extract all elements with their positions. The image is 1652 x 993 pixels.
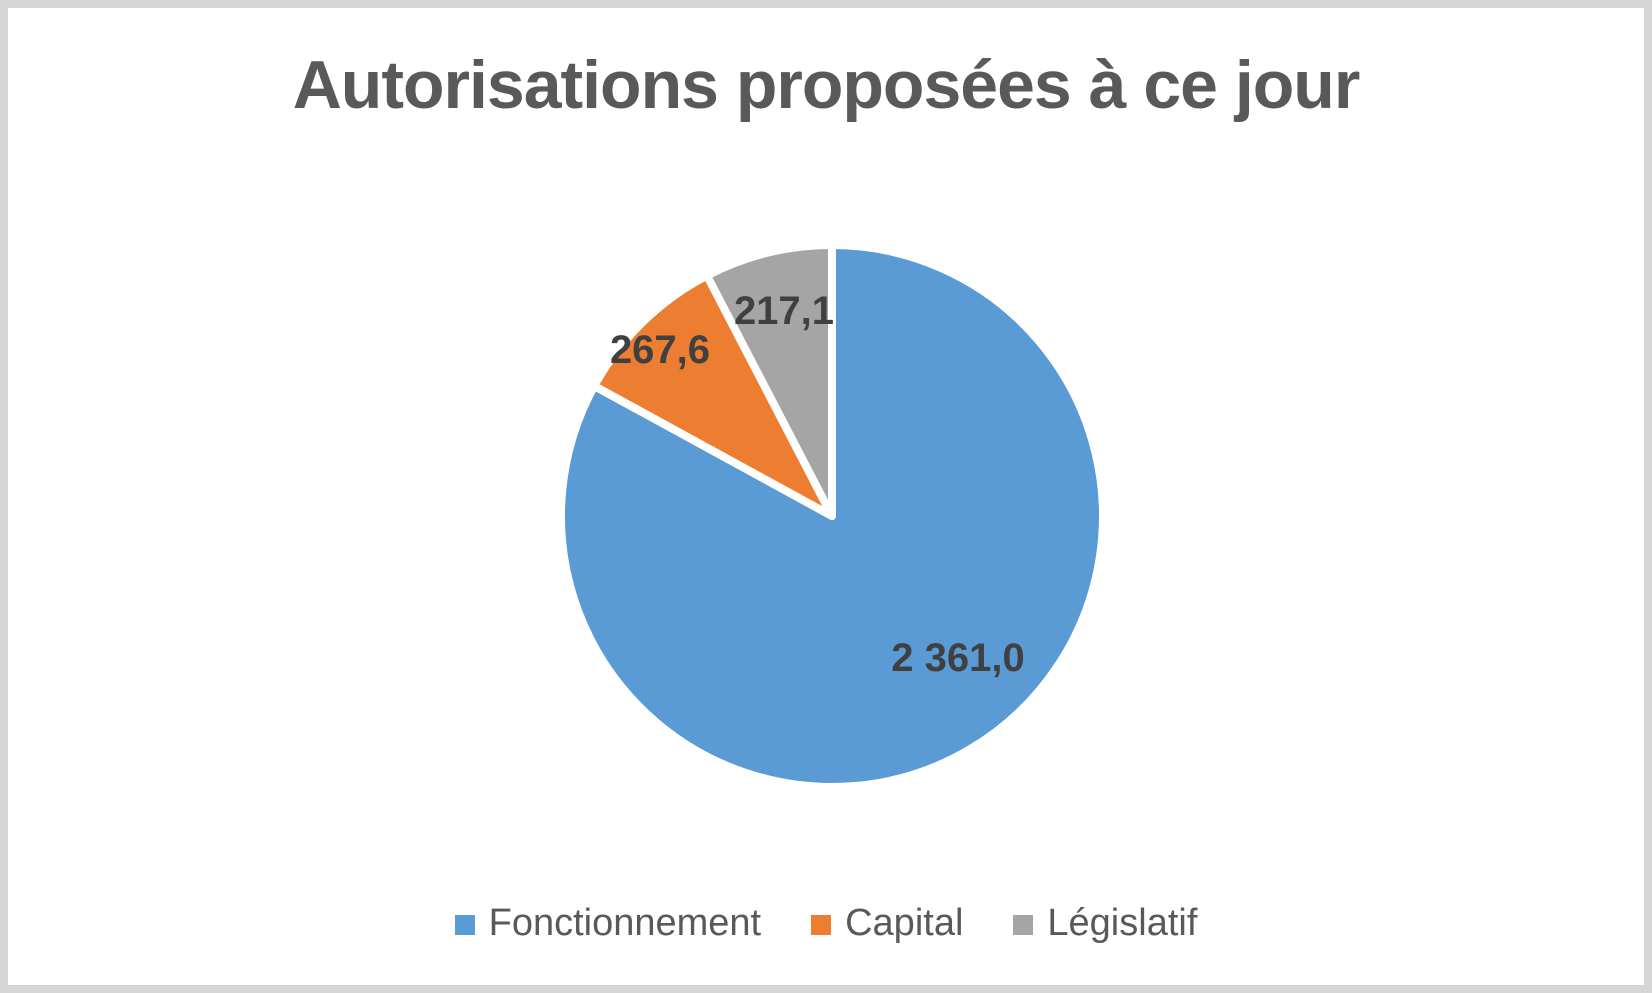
legend-item-capital[interactable]: Capital <box>811 902 963 945</box>
legend-item-legislatif[interactable]: Législatif <box>1013 902 1197 945</box>
pie-slice-capital[interactable] <box>590 271 836 520</box>
chart-title: Autorisations proposées à ce jour <box>292 47 1361 123</box>
legend-item-fonctionnement[interactable]: Fonctionnement <box>454 902 762 945</box>
legend: Fonctionnement Capital Législatif <box>8 902 1644 945</box>
legend-label-fonctionnement: Fonctionnement <box>488 902 762 944</box>
legend-swatch-capital-icon <box>811 914 832 935</box>
legend-swatch-legislatif-icon <box>1013 914 1034 935</box>
data-label-fonctionnement: 2 361,0 <box>891 636 1024 680</box>
pie-chart: 2 361,0 267,6 217,1 <box>557 241 1107 791</box>
pie-slice-legislatif[interactable] <box>703 241 836 520</box>
legend-label-legislatif: Législatif <box>1047 902 1198 944</box>
legend-label-capital: Capital <box>845 902 964 944</box>
data-label-capital: 267,6 <box>610 328 710 372</box>
data-label-legislatif: 217,1 <box>734 289 834 333</box>
legend-swatch-fonctionnement-icon <box>454 914 475 935</box>
